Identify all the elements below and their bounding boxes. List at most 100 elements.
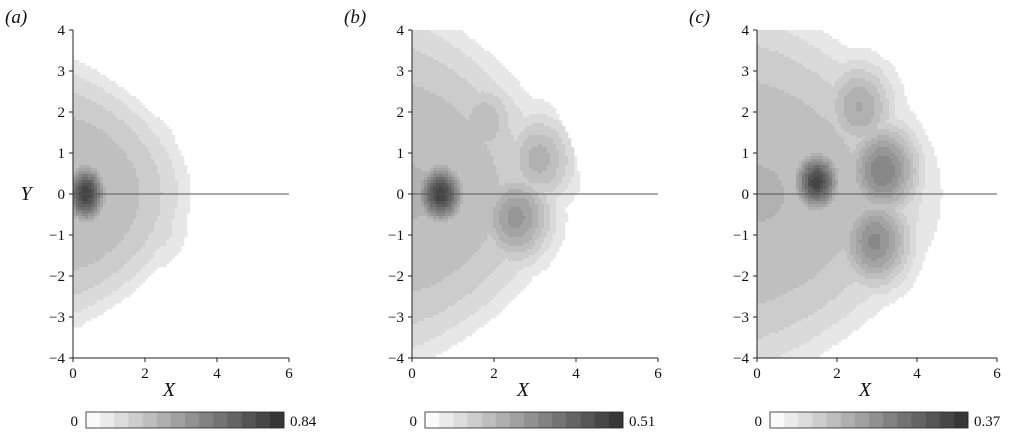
contour-cell [73,63,77,67]
contour-cell [121,177,125,181]
contour-cell [508,99,512,103]
contour-cell [118,195,122,199]
contour-cell [451,186,455,190]
contour-cell [430,174,434,178]
contour-cell [544,186,548,190]
contour-cell [112,90,116,94]
contour-cell [85,312,89,316]
contour-cell [79,258,83,262]
contour-cell [448,63,452,67]
contour-cell [136,159,140,163]
contour-cell [514,126,518,130]
contour-cell [91,111,95,115]
contour-cell [109,243,113,247]
contour-cell [187,180,191,184]
contour-cell [430,81,434,85]
contour-cell [79,171,83,175]
contour-cell [130,282,134,286]
contour-cell [427,195,431,199]
contour-cell [424,87,428,91]
contour-cell [433,126,437,130]
contour-cell [448,159,452,163]
contour-cell [112,195,116,199]
contour-cell [460,93,464,97]
contour-cell [499,81,503,85]
contour-cell [127,216,131,220]
contour-cell [412,132,416,136]
contour-cell [115,279,119,283]
contour-cell [139,222,143,226]
contour-cell [136,171,140,175]
contour-cell [523,132,527,136]
contour-cell [457,48,461,52]
contour-cell [91,147,95,151]
contour-cell [121,195,125,199]
contour-cell [481,120,485,124]
contour-cell [169,240,173,244]
contour-cell [85,114,89,118]
contour-cell [109,99,113,103]
contour-cell [85,84,89,88]
contour-cell [412,177,416,181]
contour-cell [562,132,566,136]
contour-cell [529,156,533,160]
contour-cell [487,111,491,115]
contour-cell [457,96,461,100]
contour-cell [538,144,542,148]
contour-cell [106,111,110,115]
contour-cell [79,72,83,76]
contour-cell [82,195,86,199]
contour-cell [103,255,107,259]
contour-cell [451,36,455,40]
contour-cell [529,165,533,169]
contour-cell [457,132,461,136]
contour-cell [76,165,80,169]
contour-cell [505,120,509,124]
contour-cell [412,198,416,202]
contour-cell [448,96,452,100]
contour-cell [115,84,119,88]
contour-cell [493,63,497,67]
contour-cell [109,219,113,223]
contour-cell [448,45,452,49]
contour-cell [499,111,503,115]
contour-cell [82,234,86,238]
contour-cell [109,264,113,268]
contour-cell [178,186,182,190]
contour-cell [142,237,146,241]
contour-cell [412,75,416,79]
contour-cell [481,117,485,121]
contour-cell [466,90,470,94]
contour-cell [121,213,125,217]
contour-cell [91,138,95,142]
contour-cell [148,243,152,247]
contour-cell [76,159,80,163]
contour-cell [139,204,143,208]
contour-cell [118,219,122,223]
contour-cell [148,150,152,154]
contour-cell [94,87,98,91]
contour-cell [427,87,431,91]
contour-cell [94,159,98,163]
contour-cell [544,159,548,163]
contour-cell [520,90,524,94]
contour-cell [82,117,86,121]
contour-cell [415,30,419,34]
contour-cell [412,129,416,133]
contour-cell [412,201,416,205]
contour-cell [100,219,104,223]
contour-cell [421,63,425,67]
contour-cell [106,129,110,133]
contour-cell [556,180,560,184]
contour-cell [100,231,104,235]
contour-cell [163,189,167,193]
contour-cell [73,237,77,241]
contour-cell [76,75,80,79]
contour-cell [448,135,452,139]
contour-cell [109,249,113,253]
contour-cell [109,177,113,181]
contour-cell [514,177,518,181]
contour-cell [145,204,149,208]
contour-cell [88,156,92,160]
